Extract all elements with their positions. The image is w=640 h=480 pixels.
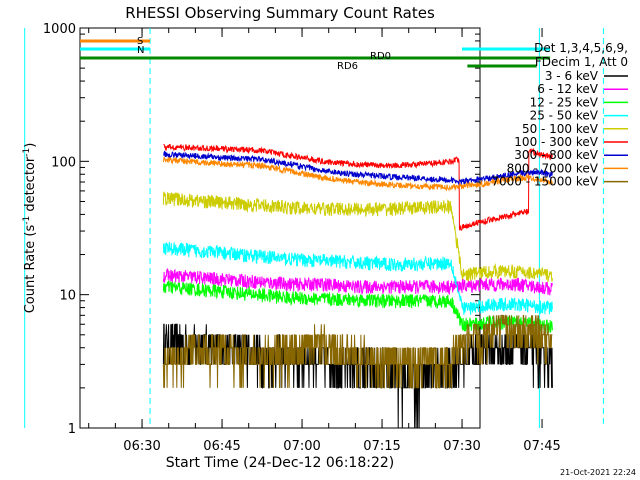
chart-title: RHESSI Observing Summary Count Rates [125, 4, 435, 22]
plot-frame [79, 27, 481, 429]
plot-annotations: S N RD0 RD6 [137, 36, 391, 72]
series-50-to-100kev-line [162, 191, 553, 282]
series-group [162, 143, 553, 429]
y-tick-labels: 1 10 100 1000 [43, 22, 76, 437]
saa-flag-label: S [137, 36, 143, 47]
x-axis-label: Start Time (24-Dec-12 06:18:22) [166, 455, 394, 471]
legend-label: 6 - 12 keV [537, 82, 599, 96]
y-tick-label: 1000 [43, 22, 76, 37]
legend-label: 7000 - 15000 keV [491, 175, 598, 189]
legend-label: 300 - 800 keV [514, 148, 598, 162]
y-tick-label: 100 [51, 155, 76, 170]
legend: Det 1,3,4,5,6,9, FDecim 1, Att 0 3 - 6 k… [491, 41, 628, 189]
x-tick-label: 07:30 [443, 439, 480, 454]
series-25-to-50kev-line [162, 241, 553, 315]
y-tick-label: 1 [68, 422, 76, 437]
series-100-to-300kev-line [163, 143, 553, 232]
legend-label: 12 - 25 keV [530, 95, 599, 109]
x-tick-label: 06:45 [203, 439, 240, 454]
series-6-to-12kev-line [162, 267, 553, 296]
series-7000-to-15000kev-line [162, 314, 553, 389]
series-12-to-25kev-line [162, 280, 553, 334]
series-800-to-7000kev-line [162, 156, 553, 192]
footer-timestamp: 21-Oct-2021 22:24 [560, 468, 636, 477]
x-tick-label: 07:00 [283, 439, 320, 454]
legend-label: 50 - 100 keV [522, 122, 599, 136]
y-axis-label-main: Count Rate (s [23, 225, 38, 314]
legend-label: 100 - 300 keV [514, 135, 598, 149]
y-tick-label: 10 [59, 289, 76, 304]
x-tick-labels: 06:30 06:45 07:00 07:15 07:30 07:45 [123, 439, 560, 454]
series-300-to-800kev-line [163, 150, 553, 185]
y-axis-label: Count Rate (s-1 detector-1) [22, 143, 38, 314]
y-axis-label-close: ) [23, 143, 38, 148]
legend-label: 3 - 6 keV [545, 69, 599, 83]
y-axis-label-mid: detector [23, 156, 38, 216]
legend-label: 25 - 50 keV [530, 109, 599, 123]
rd0-label: RD0 [370, 51, 391, 62]
legend-header-line-2: FDecim 1, Att 0 [535, 55, 628, 69]
y-axis-label-sup1: -1 [22, 216, 32, 225]
x-tick-label: 07:45 [523, 439, 560, 454]
x-tick-label: 07:15 [363, 439, 400, 454]
rd6-label: RD6 [337, 61, 358, 72]
axis-ticks [80, 27, 543, 429]
night-flag-label: N [137, 45, 144, 56]
x-tick-label: 06:30 [123, 439, 160, 454]
legend-label: 800 - 7000 keV [507, 161, 599, 175]
status-bars [80, 39, 551, 68]
y-axis-label-sup2: -1 [22, 148, 32, 157]
legend-header-line-1: Det 1,3,4,5,6,9, [534, 41, 628, 55]
